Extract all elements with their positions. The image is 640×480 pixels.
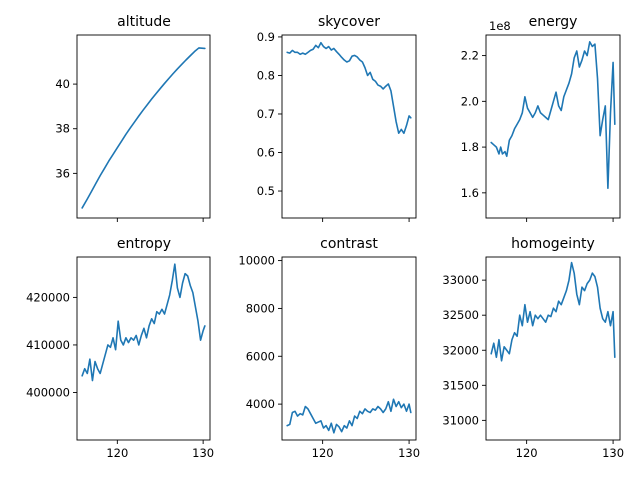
- subplot-title: energy: [529, 14, 578, 30]
- subplot-title: altitude: [117, 14, 171, 30]
- y-tick-label: 0.9: [257, 30, 275, 44]
- y-tick-label: 2.2: [461, 49, 479, 63]
- y-tick-label: 31000: [442, 413, 479, 427]
- axes-frame: [76, 256, 211, 441]
- y-tick-label: 420000: [26, 290, 70, 304]
- axes-frame: [281, 34, 417, 219]
- axes-frame: [76, 34, 211, 219]
- y-tick-label: 1.6: [461, 186, 479, 200]
- subplot-energy: energy 1e8 1.6 1.8 2.0 2.2: [461, 14, 621, 222]
- subplot-title: skycover: [318, 14, 380, 30]
- x-tick-label: 120: [106, 446, 128, 460]
- subplot-skycover: skycover 0.5 0.6 0.7 0.8 0.9: [257, 14, 417, 222]
- y-tick-label: 0.7: [257, 107, 275, 121]
- x-tick-label: 120: [312, 446, 334, 460]
- y-tick-label: 36: [55, 166, 70, 180]
- offset-label: 1e8: [489, 19, 511, 33]
- y-tick-label: 8000: [246, 301, 275, 315]
- subplot-title: contrast: [320, 236, 378, 252]
- y-tick-label: 6000: [246, 349, 275, 363]
- y-tick-label: 4000: [246, 397, 275, 411]
- y-tick-label: 2.0: [461, 94, 479, 108]
- y-tick-label: 1.8: [461, 140, 479, 154]
- y-tick-label: 410000: [26, 338, 70, 352]
- y-tick-label: 0.8: [257, 68, 275, 82]
- x-tick-label: 130: [602, 446, 624, 460]
- x-tick-label: 130: [192, 446, 214, 460]
- y-tick-label: 38: [55, 122, 70, 136]
- y-tick-label: 10000: [238, 254, 275, 268]
- y-tick-label: 40: [55, 77, 70, 91]
- y-tick-label: 31500: [442, 378, 479, 392]
- subplot-homogeinty: homogeinty 120 130 31000 31500 32000 32500 330…: [442, 236, 624, 460]
- subplot-contrast: contrast 120 130 4000 6000 8000 10000: [238, 236, 420, 460]
- x-tick-label: 120: [516, 446, 538, 460]
- series-line: [490, 261, 616, 362]
- subplot-altitude: altitude 36 38 40: [55, 14, 211, 222]
- series-line: [286, 41, 412, 135]
- y-tick-label: 400000: [26, 385, 70, 399]
- series-line: [81, 263, 206, 382]
- axes-frame: [281, 256, 417, 441]
- y-tick-label: 32500: [442, 308, 479, 322]
- subplot-title: entropy: [117, 236, 171, 252]
- axes-frame: [485, 34, 621, 219]
- y-tick-label: 32000: [442, 343, 479, 357]
- x-tick-label: 130: [398, 446, 420, 460]
- subplot-entropy: entropy 120 130 400000 410000 420000: [26, 236, 214, 460]
- axes-frame: [485, 256, 621, 441]
- y-tick-label: 0.5: [257, 184, 275, 198]
- series-line: [490, 41, 616, 190]
- series-line: [286, 398, 412, 434]
- y-tick-label: 33000: [442, 273, 479, 287]
- series-line: [81, 47, 206, 209]
- subplot-title: homogeinty: [511, 236, 595, 252]
- y-tick-label: 0.6: [257, 146, 275, 160]
